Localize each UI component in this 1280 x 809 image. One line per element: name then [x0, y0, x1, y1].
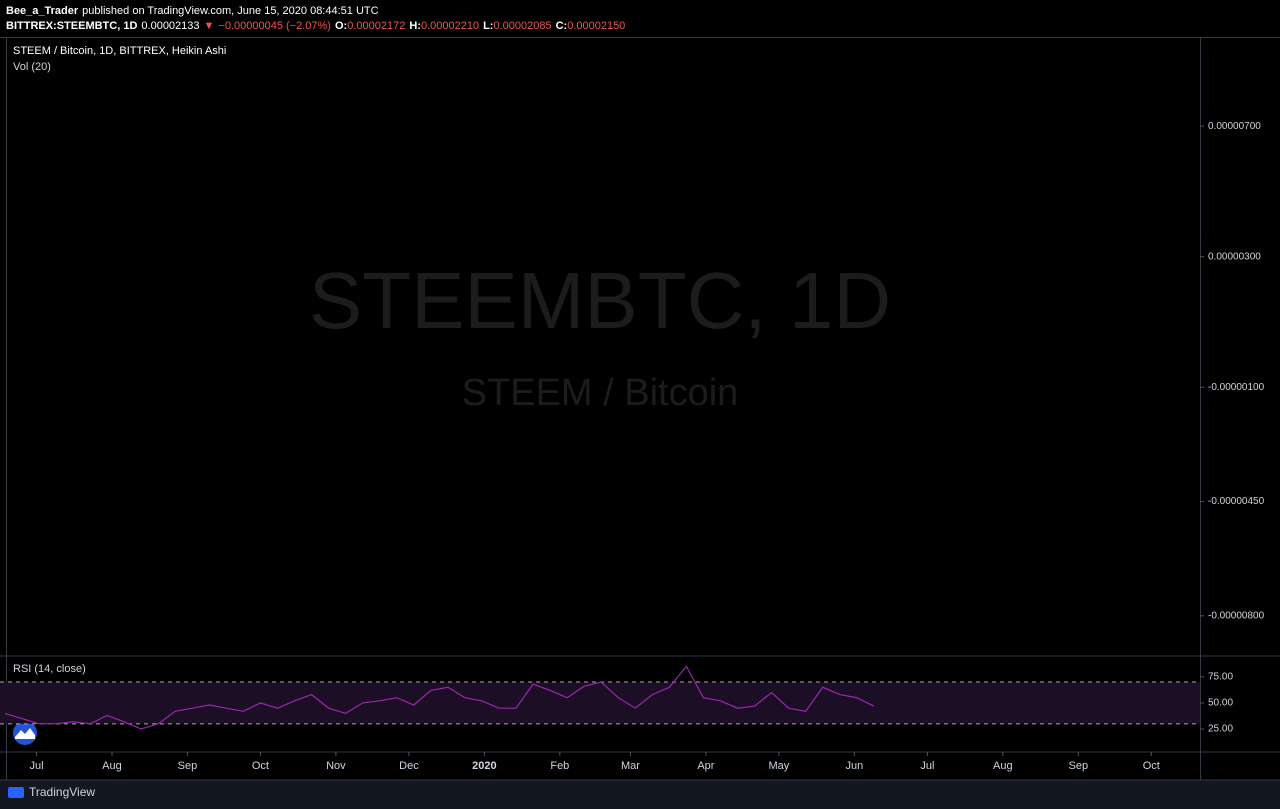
watermark-subtitle: STEEM / Bitcoin — [462, 372, 739, 414]
rsi-band — [0, 682, 1200, 724]
publish-line: Bee_a_Trader published on TradingView.co… — [6, 5, 379, 17]
symbol: BITTREX:STEEMBTC, 1D — [6, 20, 138, 32]
brand-icon — [8, 787, 24, 798]
x-tick-label: Apr — [697, 760, 714, 772]
y-tick-label: 75.00 — [1208, 671, 1233, 682]
x-tick-label: Jun — [845, 760, 863, 772]
close: 0.00002150 — [567, 20, 626, 32]
change: −0.00000045 (−2.07%) — [218, 20, 331, 32]
rsi-title: RSI (14, close) — [13, 663, 86, 675]
symbol-line: BITTREX:STEEMBTC, 1D 0.00002133 ▼ −0.000… — [6, 20, 625, 32]
volume-title: Vol (20) — [13, 61, 51, 73]
last: 0.00002133 — [141, 20, 200, 32]
y-tick-label: 0.00000300 — [1208, 251, 1261, 262]
x-tick-label: Aug — [993, 760, 1013, 772]
h-label: H: — [409, 20, 421, 32]
y-tick-label: -0.00000450 — [1208, 496, 1265, 507]
c-label: C: — [555, 20, 568, 32]
y-tick-label: 0.00001100 — [1208, 0, 1261, 1]
x-tick-label: Oct — [252, 760, 269, 772]
x-tick-label: Nov — [326, 760, 346, 772]
logo-mark — [15, 728, 35, 739]
x-tick-label: Mar — [621, 760, 640, 772]
x-tick-label: 2020 — [472, 760, 496, 772]
x-tick-label: Jul — [29, 760, 43, 772]
arrow: ▼ — [203, 20, 215, 32]
y-tick-label: 50.00 — [1208, 698, 1233, 709]
x-tick-label: Feb — [550, 760, 569, 772]
footer-bg — [0, 780, 1280, 809]
y-tick-label: 0.00000700 — [1208, 121, 1261, 132]
x-tick-label: Sep — [1069, 760, 1089, 772]
open: 0.00002172 — [347, 20, 406, 32]
x-tick-label: Oct — [1143, 760, 1160, 772]
low: 0.00002085 — [493, 20, 552, 32]
pane-title: STEEM / Bitcoin, 1D, BITTREX, Heikin Ash… — [13, 45, 226, 57]
published: published on TradingView.com, June 15, 2… — [82, 5, 379, 17]
header: Bee_a_Trader published on TradingView.co… — [0, 0, 1280, 37]
l-label: L: — [483, 20, 494, 32]
o-label: O: — [334, 20, 348, 32]
watermark: STEEMBTC, 1D — [309, 256, 891, 345]
y-tick-label: -0.00000100 — [1208, 382, 1265, 393]
author: Bee_a_Trader — [6, 5, 79, 17]
x-tick-label: Aug — [102, 760, 122, 772]
y-tick-label: -0.00000800 — [1208, 610, 1265, 621]
x-tick-label: Sep — [178, 760, 198, 772]
y-tick-label: 25.00 — [1208, 724, 1233, 735]
high: 0.00002210 — [420, 20, 480, 32]
x-tick-label: Jul — [920, 760, 934, 772]
x-tick-label: May — [769, 760, 790, 772]
rsi-line — [4, 665, 875, 730]
brand: TradingView — [29, 785, 95, 799]
x-tick-label: Dec — [399, 760, 419, 772]
